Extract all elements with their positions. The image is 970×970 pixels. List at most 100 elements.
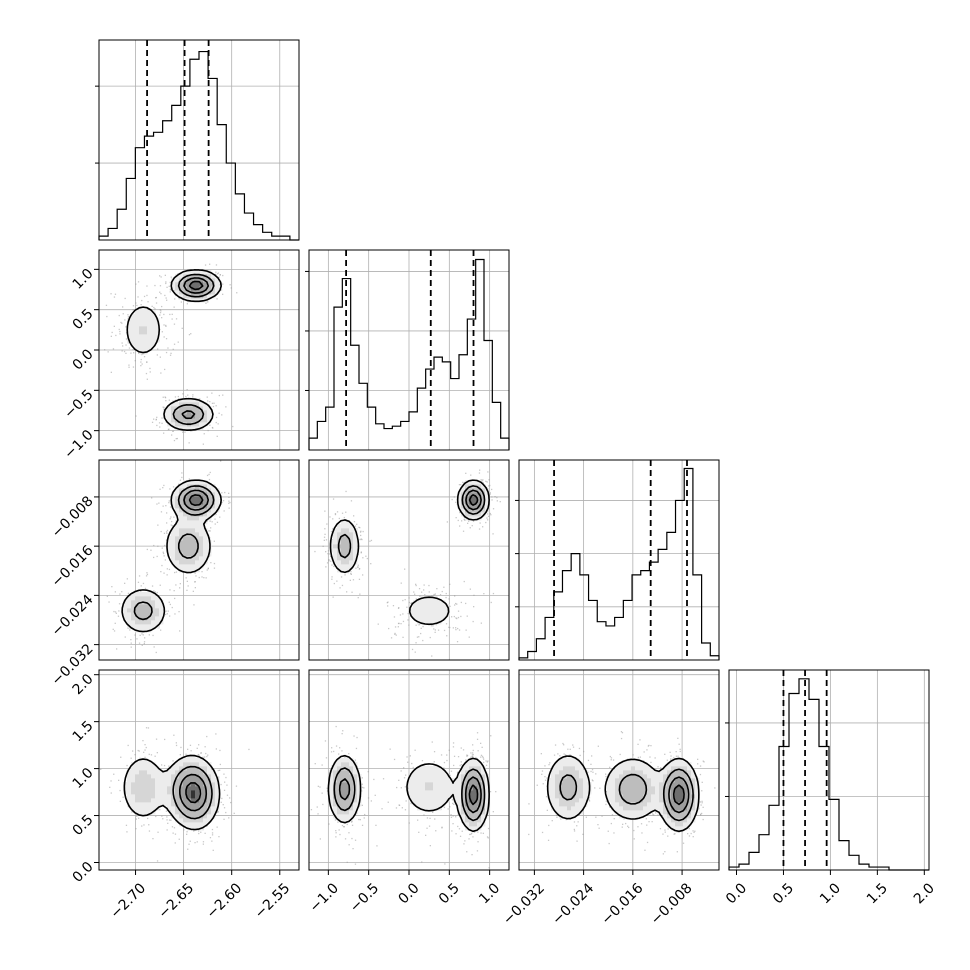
sample-point (175, 318, 178, 320)
density-cell (199, 480, 204, 485)
sample-point (597, 824, 599, 826)
sample-point (328, 553, 330, 555)
sample-point (701, 812, 703, 815)
density-cell (175, 414, 180, 419)
sample-point (466, 851, 468, 853)
sample-point (223, 510, 225, 512)
sample-point (347, 571, 349, 574)
density-cell (195, 410, 200, 415)
sample-point (655, 812, 657, 814)
sample-point (387, 801, 389, 803)
sample-point (229, 284, 231, 286)
density-cell (139, 624, 144, 629)
density-cell (425, 600, 430, 605)
density-cell (167, 418, 172, 423)
sample-point (641, 832, 643, 834)
sample-point (595, 773, 597, 775)
sample-point (195, 575, 197, 577)
sample-point (169, 313, 171, 316)
sample-point (662, 853, 664, 855)
sample-point (451, 830, 453, 832)
sample-point (448, 626, 450, 628)
sample-point (224, 491, 226, 494)
density-cell (203, 556, 208, 561)
density-cell (139, 322, 144, 327)
sample-point (664, 831, 666, 833)
sample-point (404, 809, 407, 811)
sample-point (455, 517, 457, 519)
sample-point (340, 576, 343, 578)
sample-point (404, 786, 406, 788)
sample-point (182, 431, 184, 433)
sample-point (406, 756, 408, 758)
sample-point (573, 828, 575, 831)
density-cell (203, 414, 208, 419)
sample-point (166, 532, 168, 534)
sample-point (129, 629, 131, 631)
sample-point (459, 525, 461, 527)
density-cell (425, 596, 430, 601)
density-cell (131, 314, 136, 319)
sample-point (472, 752, 474, 754)
sample-point (487, 471, 489, 473)
density-cell (199, 532, 204, 537)
sample-point (420, 627, 422, 629)
density-cell (473, 480, 478, 485)
sample-point (460, 764, 463, 766)
sample-point (470, 752, 472, 754)
density-cell (139, 342, 144, 347)
sample-point (400, 582, 402, 584)
density-cell (195, 298, 200, 303)
density-cell (155, 596, 160, 601)
sample-point (332, 539, 334, 541)
sample-point (344, 838, 347, 840)
density-cell (135, 338, 140, 343)
sample-point (692, 836, 694, 838)
sample-point (224, 781, 226, 783)
sample-point (466, 615, 468, 617)
sample-point (410, 802, 412, 805)
sample-point (166, 299, 168, 301)
sample-point (588, 797, 591, 799)
sample-point (139, 634, 141, 636)
density-cell (191, 524, 196, 529)
density-cell (135, 334, 140, 339)
density-cell (337, 560, 342, 565)
sample-point (173, 439, 176, 442)
sample-point (662, 833, 664, 835)
sample-point (153, 306, 155, 309)
sample-point (179, 754, 181, 756)
sample-point (702, 818, 704, 821)
sample-point (544, 765, 546, 767)
sample-point (235, 785, 238, 787)
sample-point (667, 835, 669, 837)
sample-point (491, 499, 493, 501)
sample-point (220, 460, 222, 462)
density-cell (191, 274, 196, 279)
sample-point (395, 634, 397, 636)
density-cell (349, 544, 354, 549)
density-cell (199, 520, 204, 525)
sample-point (455, 629, 457, 631)
sample-point (215, 405, 217, 407)
density-cell (147, 620, 152, 625)
sample-point (412, 766, 414, 769)
density-cell (187, 418, 192, 423)
density-cell (425, 612, 430, 617)
sample-point (359, 568, 361, 570)
sample-point (701, 800, 703, 802)
sample-point (449, 626, 451, 629)
sample-point (632, 754, 634, 756)
density-cell (421, 600, 426, 605)
sample-point (111, 331, 113, 334)
density-cell (191, 536, 196, 541)
sample-point (565, 818, 567, 821)
sample-point (694, 830, 696, 832)
sample-point (651, 821, 653, 823)
sample-point (146, 548, 148, 551)
sample-point (121, 322, 123, 324)
density-cell (127, 334, 132, 339)
density-cell (425, 604, 430, 609)
density-cell (147, 330, 152, 335)
sample-point (440, 754, 443, 756)
